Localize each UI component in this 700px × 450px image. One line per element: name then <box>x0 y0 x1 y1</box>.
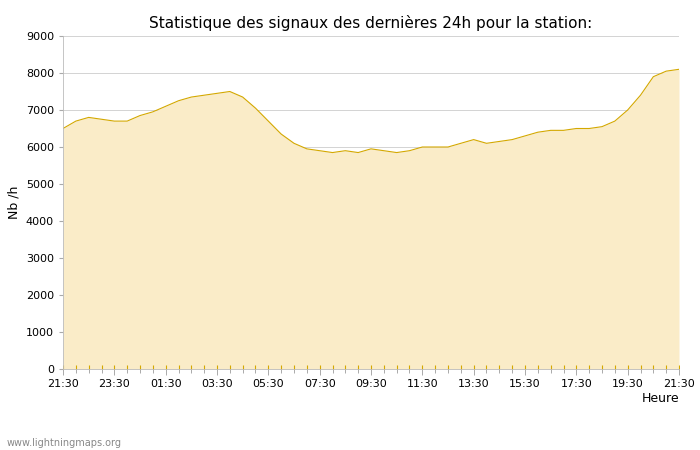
Title: Statistique des signaux des dernières 24h pour la station:: Statistique des signaux des dernières 24… <box>149 15 593 31</box>
X-axis label: Heure: Heure <box>641 392 679 405</box>
Text: www.lightningmaps.org: www.lightningmaps.org <box>7 438 122 448</box>
Y-axis label: Nb /h: Nb /h <box>7 186 20 219</box>
